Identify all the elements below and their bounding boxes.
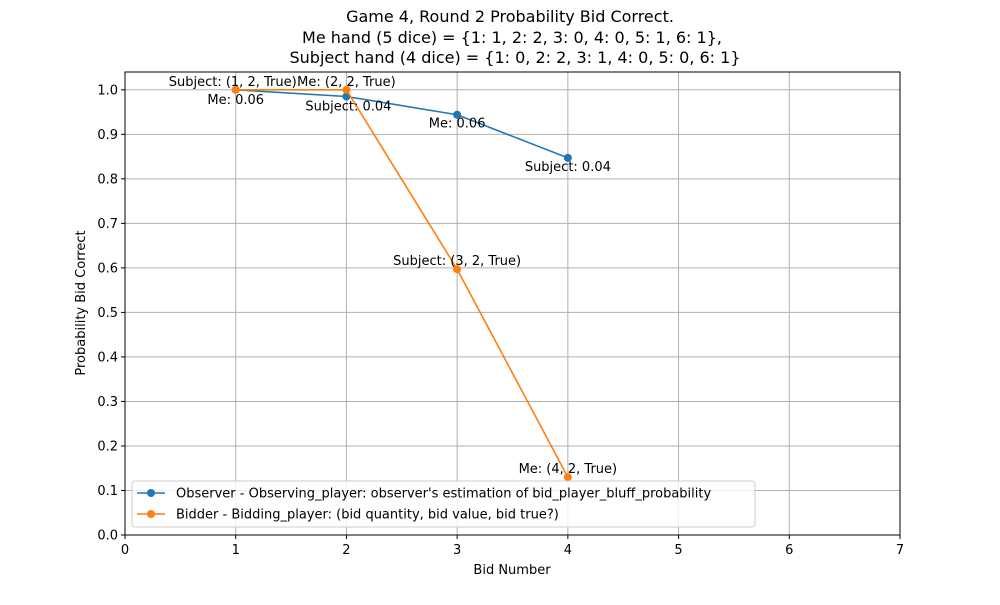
- legend: Observer - Observing_player: observer's …: [131, 480, 756, 528]
- series-layer: [231, 85, 572, 482]
- x-tick-label: 7: [896, 543, 904, 558]
- y-tick-label: 0.7: [97, 217, 118, 232]
- chart-title-line-2: Me hand (5 dice) = {1: 1, 2: 2, 3: 0, 4:…: [302, 28, 722, 47]
- x-axis-ticks: 0 1 2 3 4 5 6 7: [121, 535, 904, 558]
- y-axis-ticks: 0.0 0.1 0.2 0.3 0.4 0.5 0.6 0.7 0.8 0.9 1.0: [97, 83, 125, 544]
- y-tick-label: 0.9: [97, 128, 118, 143]
- series-1-data-label: Me: 0.06: [207, 93, 264, 108]
- y-axis-label: Probability Bid Correct: [74, 230, 89, 375]
- chart-title-line-3: Subject hand (4 dice) = {1: 0, 2: 2, 3: …: [289, 48, 740, 67]
- x-tick-label: 5: [674, 543, 682, 558]
- series-1-point: [453, 110, 462, 119]
- x-tick-label: 0: [121, 543, 129, 558]
- y-tick-label: 0.2: [97, 439, 118, 454]
- legend-box: [131, 480, 756, 528]
- plot-area-frame: [124, 71, 901, 536]
- series-2-line: [235, 89, 569, 478]
- y-tick-label: 0.4: [97, 350, 118, 365]
- x-tick-label: 4: [564, 543, 572, 558]
- x-axis-label: Bid Number: [473, 563, 551, 578]
- x-tick-label: 1: [232, 543, 240, 558]
- series-2-point: [453, 265, 462, 274]
- chart-title: Game 4, Round 2 Probability Bid Correct.…: [289, 7, 740, 67]
- legend-entry-label: Bidder - Bidding_player: (bid quantity, …: [176, 508, 559, 523]
- y-tick-label: 0.0: [97, 529, 118, 544]
- legend-swatch-marker: [147, 510, 155, 518]
- y-tick-label: 0.5: [97, 306, 118, 321]
- series-2-point: [231, 85, 240, 94]
- series-2-point: [563, 473, 572, 482]
- series-1-data-label: Subject: 0.04: [305, 99, 391, 114]
- x-tick-label: 2: [342, 543, 350, 558]
- chart-title-line-1: Game 4, Round 2 Probability Bid Correct.: [346, 7, 674, 26]
- y-tick-label: 0.3: [97, 395, 118, 410]
- data-annotations: Me: 0.06 Subject: 0.04 Me: 0.06 Subject: 0.…: [169, 75, 617, 477]
- series-2-data-label: Me: (2, 2, True): [297, 75, 396, 90]
- series-1-point: [563, 153, 572, 162]
- x-tick-label: 6: [785, 543, 793, 558]
- series-2-data-label: Me: (4, 2, True): [519, 462, 618, 477]
- series-2-point: [342, 85, 351, 94]
- y-tick-label: 0.8: [97, 172, 118, 187]
- grid-lines: [124, 72, 901, 536]
- series-2-data-label: Subject: (1, 2, True): [169, 75, 297, 90]
- legend-swatch-marker: [147, 489, 155, 497]
- legend-entry-label: Observer - Observing_player: observer's …: [176, 487, 711, 502]
- series-1-line: [235, 89, 569, 159]
- y-tick-label: 1.0: [97, 83, 118, 98]
- series-1-data-label: Me: 0.06: [429, 117, 486, 132]
- y-tick-label: 0.6: [97, 261, 118, 276]
- series-2-data-label: Subject: (3, 2, True): [393, 254, 521, 269]
- x-tick-label: 3: [453, 543, 461, 558]
- series-1-data-label: Subject: 0.04: [525, 160, 611, 175]
- y-tick-label: 0.1: [97, 484, 118, 499]
